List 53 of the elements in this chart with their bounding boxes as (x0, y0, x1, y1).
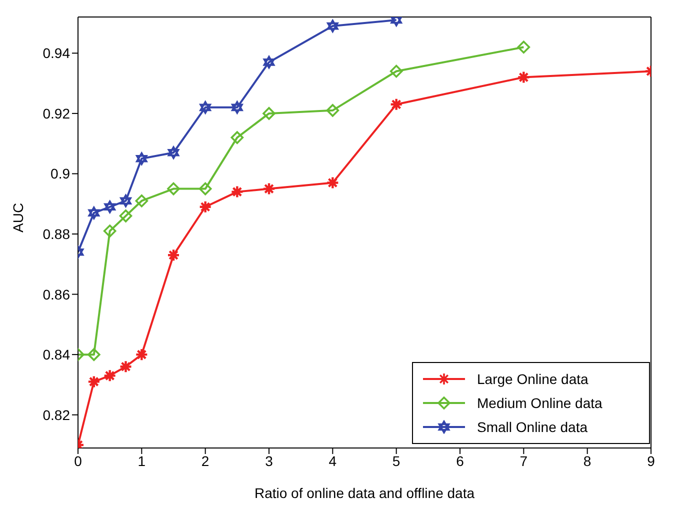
point (517, 40, 530, 54)
point (200, 101, 212, 114)
point (198, 200, 212, 214)
point (263, 56, 275, 69)
legend-label: Small Online data (477, 419, 588, 435)
point (88, 348, 100, 361)
point (230, 131, 244, 144)
point (135, 194, 148, 208)
y-tick-label: 0.82 (42, 406, 70, 423)
point (120, 194, 132, 208)
point (390, 64, 403, 78)
point (104, 200, 116, 214)
point (168, 146, 180, 160)
point (87, 375, 101, 388)
x-tick-label: 3 (265, 452, 274, 469)
y-tick-label: 0.9 (50, 166, 70, 182)
point (119, 210, 132, 222)
point (198, 182, 212, 196)
y-tick-label: 0.88 (42, 226, 70, 242)
x-tick-label: 5 (392, 452, 400, 469)
point (262, 182, 276, 196)
legend-label: Medium Online data (477, 395, 602, 411)
y-tick-label: 0.94 (42, 45, 70, 62)
point (136, 152, 148, 166)
point (135, 348, 148, 362)
x-tick-label: 2 (201, 452, 210, 469)
x-tick-label: 7 (520, 452, 528, 469)
x-tick-label: 6 (456, 452, 464, 469)
point (167, 182, 180, 196)
x-tick-label: 0 (74, 452, 82, 469)
point (326, 20, 338, 32)
point (326, 104, 340, 117)
point (231, 101, 243, 114)
point (326, 176, 340, 190)
point (390, 98, 403, 112)
point (517, 70, 530, 84)
x-tick-label: 9 (647, 452, 656, 469)
y-tick-label: 0.92 (42, 105, 70, 122)
y-tick-label: 0.86 (42, 286, 70, 302)
x-axis-title: Ratio of online data and offline data (254, 485, 475, 501)
point (103, 224, 116, 238)
y-axis-title: AUC (10, 202, 26, 232)
point (230, 185, 244, 198)
point (103, 369, 116, 382)
x-tick-label: 8 (583, 452, 592, 469)
legend-label: Large Online data (477, 371, 588, 387)
y-tick-label: 0.84 (42, 346, 70, 363)
x-tick-label: 4 (328, 452, 337, 469)
point (262, 107, 276, 120)
point (119, 360, 132, 374)
x-tick-label: 1 (138, 452, 146, 469)
point (166, 248, 180, 262)
point (88, 206, 100, 220)
